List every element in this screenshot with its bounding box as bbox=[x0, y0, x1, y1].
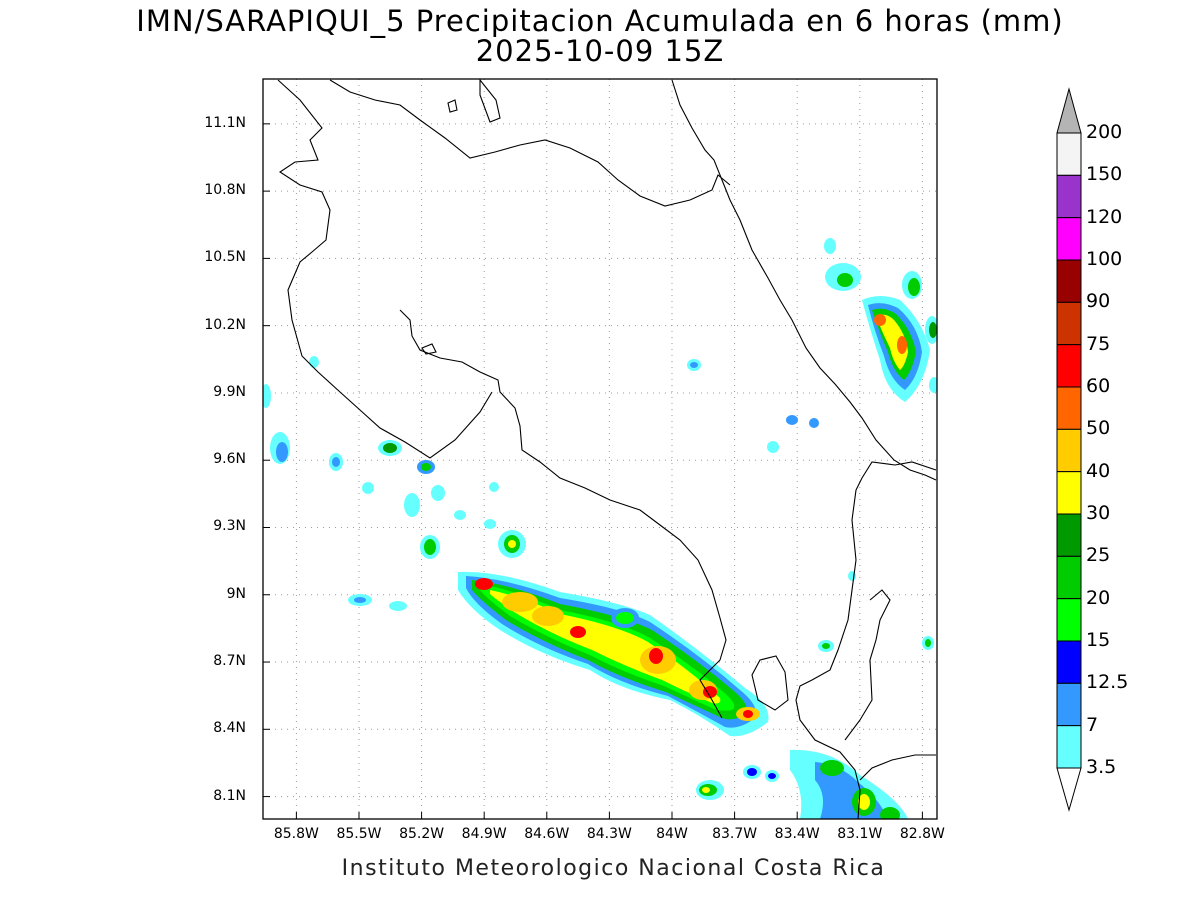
graticule bbox=[263, 79, 937, 819]
lon-tick-label: 85.2W bbox=[399, 826, 445, 842]
lon-tick-label: 84W bbox=[656, 826, 688, 842]
colorbar-swatch bbox=[1056, 217, 1082, 261]
lat-tick-label: 10.5N bbox=[204, 249, 246, 266]
precipitation-field bbox=[263, 238, 937, 819]
map-title: IMN/SARAPIQUI_5 Precipitacion Acumulada … bbox=[136, 4, 1064, 38]
colorbar-swatch bbox=[1056, 555, 1082, 600]
lat-tick-label: 8.4N bbox=[213, 720, 246, 737]
colorbar-level-label: 60 bbox=[1086, 375, 1111, 397]
colorbar-level-label: 200 bbox=[1086, 121, 1123, 143]
colorbar-level-label: 50 bbox=[1086, 417, 1111, 440]
lat-tick-label: 10.8N bbox=[204, 182, 246, 199]
colorbar-swatch bbox=[1056, 386, 1082, 430]
colorbar-under-arrow bbox=[1056, 767, 1082, 812]
map-valid-time: 2025-10-09 15Z bbox=[475, 34, 725, 68]
colorbar-level-label: 40 bbox=[1086, 459, 1111, 482]
colorbar-level-label: 7 bbox=[1086, 713, 1099, 736]
lon-tick-label: 84.6W bbox=[524, 826, 570, 842]
lon-tick-label: 83.4W bbox=[774, 826, 820, 842]
colorbar-level-label: 3.5 bbox=[1086, 756, 1117, 778]
lon-tick-label: 84.3W bbox=[586, 826, 632, 842]
lat-tick-label: 8.7N bbox=[213, 653, 246, 670]
colorbar-swatch bbox=[1056, 259, 1082, 303]
colorbar bbox=[1056, 87, 1082, 812]
lat-tick-label: 9N bbox=[226, 585, 246, 602]
lat-tick-label: 9.6N bbox=[213, 451, 246, 468]
colorbar-level-label: 15 bbox=[1086, 629, 1111, 651]
lat-tick-label: 9.3N bbox=[213, 518, 246, 535]
colorbar-level-label: 12.5 bbox=[1086, 671, 1129, 694]
colorbar-level-label: 120 bbox=[1086, 205, 1123, 228]
lon-tick-label: 83.7W bbox=[712, 826, 758, 842]
colorbar-swatch bbox=[1056, 428, 1082, 473]
lon-tick-label: 85.5W bbox=[336, 826, 382, 842]
colorbar-swatch bbox=[1056, 471, 1082, 515]
footer-credit: Instituto Meteorologico Nacional Costa R… bbox=[341, 856, 886, 881]
colorbar-swatch bbox=[1056, 301, 1082, 346]
colorbar-level-label: 30 bbox=[1086, 502, 1111, 524]
colorbar-swatch bbox=[1056, 344, 1082, 388]
colorbar-level-label: 90 bbox=[1086, 290, 1111, 313]
lon-tick-label: 84.9W bbox=[461, 826, 507, 842]
colorbar-swatch bbox=[1056, 598, 1082, 642]
colorbar-swatch bbox=[1056, 640, 1082, 684]
lon-tick-label: 82.8W bbox=[899, 826, 945, 842]
colorbar-level-label: 25 bbox=[1086, 544, 1111, 567]
colorbar-level-label: 75 bbox=[1086, 332, 1111, 355]
lat-tick-label: 8.1N bbox=[213, 787, 246, 804]
colorbar-over-arrow bbox=[1056, 87, 1082, 134]
lon-tick-label: 83.1W bbox=[837, 826, 883, 842]
colorbar-level-label: 20 bbox=[1086, 586, 1111, 609]
colorbar-swatch bbox=[1056, 513, 1082, 557]
lon-tick-label: 85.8W bbox=[273, 826, 319, 842]
map-frame bbox=[262, 78, 938, 820]
colorbar-swatch bbox=[1056, 132, 1082, 176]
colorbar-level-label: 150 bbox=[1086, 163, 1123, 186]
colorbar-level-label: 100 bbox=[1086, 248, 1123, 270]
lat-tick-label: 11.1N bbox=[204, 114, 246, 131]
coastline bbox=[277, 79, 937, 819]
lat-tick-label: 9.9N bbox=[213, 383, 246, 400]
colorbar-swatch bbox=[1056, 682, 1082, 727]
lat-tick-label: 10.2N bbox=[204, 316, 246, 333]
colorbar-swatch bbox=[1056, 174, 1082, 219]
colorbar-swatch bbox=[1056, 725, 1082, 769]
